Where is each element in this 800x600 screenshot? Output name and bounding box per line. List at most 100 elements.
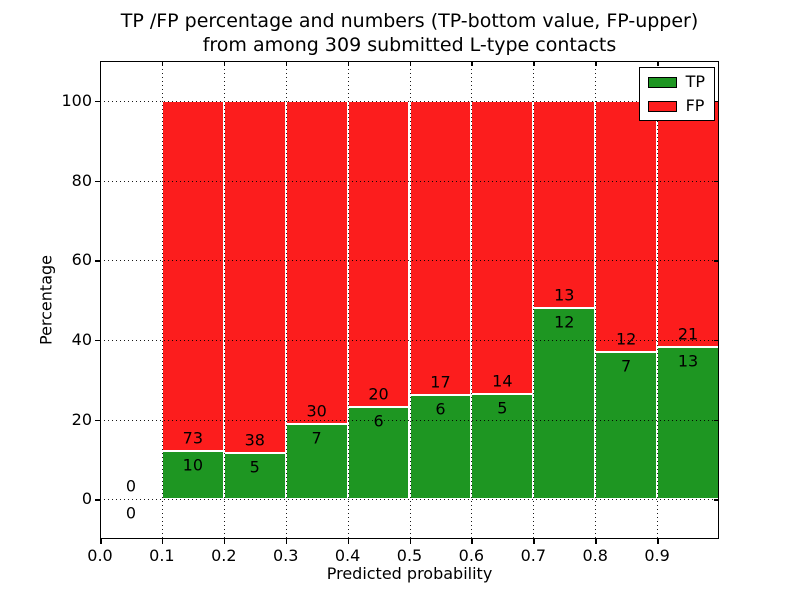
fp-count-label: 0 xyxy=(125,476,137,496)
legend-item-fp: FP xyxy=(647,96,705,115)
x-tick-label: 0.9 xyxy=(644,546,670,565)
x-gridline xyxy=(409,61,411,539)
y-tick-label: 100 xyxy=(61,90,92,110)
x-top-tick-mark xyxy=(223,61,226,66)
fp-count-label: 30 xyxy=(306,401,327,421)
x-top-tick-mark xyxy=(657,61,659,66)
fp-bar-segment xyxy=(161,100,224,452)
x-tick-mark xyxy=(161,539,164,544)
x-top-tick-mark xyxy=(533,61,535,66)
x-tick-mark xyxy=(471,539,473,544)
legend-item-tp: TP xyxy=(647,72,705,91)
y-right-tick-mark xyxy=(714,339,719,342)
legend-label-tp: TP xyxy=(685,72,705,91)
fp-bar-segment xyxy=(223,100,286,453)
fp-count-label: 73 xyxy=(182,428,204,448)
x-tick-label: 0.4 xyxy=(334,546,361,565)
x-gridline xyxy=(657,61,659,539)
x-top-tick-mark xyxy=(471,61,473,66)
tp-count-label: 0 xyxy=(125,503,137,523)
x-top-tick-mark xyxy=(595,61,597,66)
x-gridline xyxy=(285,61,287,539)
tp-count-label: 10 xyxy=(182,455,204,475)
chart-title-line2: from among 309 submitted L-type contacts xyxy=(202,34,617,56)
y-right-tick-mark xyxy=(714,499,719,501)
x-top-tick-mark xyxy=(347,61,350,66)
chart-title: TP /FP percentage and numbers (TP-bottom… xyxy=(100,9,719,57)
y-tick-mark xyxy=(95,419,100,421)
fp-bar-segment xyxy=(657,100,719,347)
tp-bar-segment xyxy=(657,346,719,500)
tp-bar-segment xyxy=(533,307,596,500)
y-right-tick-mark xyxy=(714,180,719,182)
x-tick-label: 0.3 xyxy=(272,546,299,565)
fp-bar-segment xyxy=(285,100,348,424)
y-tick-mark xyxy=(95,180,100,182)
y-tick-mark xyxy=(95,339,100,342)
x-gridline xyxy=(533,61,535,539)
y-tick-label: 40 xyxy=(71,329,92,349)
x-gridline xyxy=(223,61,225,539)
tp-count-label: 12 xyxy=(554,312,575,332)
x-tick-mark xyxy=(223,539,226,544)
fp-bar-segment xyxy=(595,100,658,353)
x-gridline xyxy=(161,61,163,539)
x-tick-mark xyxy=(409,539,411,544)
tp-count-label: 7 xyxy=(311,428,322,448)
y-tick-label: 60 xyxy=(71,250,92,270)
y-tick-label: 0 xyxy=(81,489,92,509)
x-tick-label: 0.1 xyxy=(149,546,175,565)
x-gridline xyxy=(471,61,473,539)
x-tick-mark xyxy=(657,539,659,544)
x-axis-label: Predicted probability xyxy=(326,564,493,583)
x-gridline xyxy=(347,61,349,539)
fp-bar-segment xyxy=(409,100,472,396)
x-tick-mark xyxy=(100,539,102,544)
tp-count-label: 7 xyxy=(621,356,632,376)
legend-label-fp: FP xyxy=(685,96,705,115)
fp-count-label: 14 xyxy=(492,371,513,391)
fp-bar-segment xyxy=(471,100,534,395)
x-gridline xyxy=(595,61,597,539)
y-right-tick-mark xyxy=(714,100,719,103)
y-tick-mark xyxy=(95,499,100,501)
tp-legend-swatch-icon xyxy=(647,76,677,88)
tp-count-label: 13 xyxy=(677,351,699,371)
x-tick-mark xyxy=(285,539,288,544)
x-tick-label: 0.8 xyxy=(582,546,608,565)
y-tick-label: 80 xyxy=(71,170,92,190)
x-tick-mark xyxy=(533,539,535,544)
y-right-tick-mark xyxy=(714,419,719,421)
y-tick-mark xyxy=(95,100,100,103)
tp-count-label: 5 xyxy=(249,457,260,477)
fp-bar-segment xyxy=(533,100,596,308)
x-tick-label: 0.6 xyxy=(458,546,485,565)
plot-area: 0 0 73 10 38 5 30 7 20 6 17 6 14 5 13 12 12 7 21 13 TP FP xyxy=(100,61,719,539)
x-tick-mark xyxy=(595,539,597,544)
fp-count-label: 38 xyxy=(244,430,265,450)
x-top-tick-mark xyxy=(161,61,164,66)
x-top-tick-mark xyxy=(285,61,288,66)
tp-count-label: 5 xyxy=(497,398,508,418)
tp-bar-segment xyxy=(161,451,224,500)
x-tick-label: 0.2 xyxy=(211,546,237,565)
x-tick-label: 0.5 xyxy=(396,546,423,565)
fp-count-label: 13 xyxy=(554,285,575,305)
x-tick-mark xyxy=(347,539,350,544)
fp-count-label: 20 xyxy=(368,384,389,404)
chart-title-line1: TP /FP percentage and numbers (TP-bottom… xyxy=(120,10,699,32)
y-right-tick-mark xyxy=(714,260,719,262)
x-top-tick-mark xyxy=(409,61,411,66)
tp-count-label: 6 xyxy=(373,411,384,431)
fp-count-label: 12 xyxy=(615,329,637,349)
fp-count-label: 21 xyxy=(677,324,699,344)
x-tick-label: 0.0 xyxy=(87,546,113,565)
x-tick-label: 0.7 xyxy=(520,546,547,565)
fp-legend-swatch-icon xyxy=(647,100,677,112)
tp-count-label: 6 xyxy=(435,399,446,419)
fp-count-label: 17 xyxy=(430,372,451,392)
fp-bar-segment xyxy=(347,100,410,408)
y-tick-mark xyxy=(95,260,100,262)
legend: TP FP xyxy=(638,67,715,121)
